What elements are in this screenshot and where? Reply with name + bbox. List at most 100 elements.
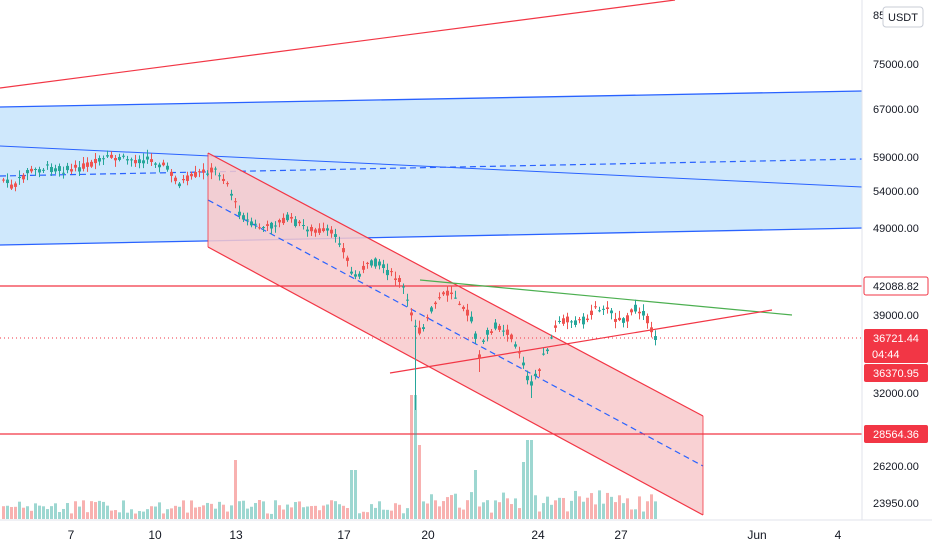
svg-text:42088.82: 42088.82 bbox=[873, 281, 919, 293]
candle-body bbox=[282, 217, 285, 224]
candle-body bbox=[590, 310, 593, 316]
volume-bar bbox=[654, 501, 657, 519]
candle-body bbox=[518, 352, 521, 354]
time-axis-area[interactable] bbox=[0, 520, 932, 550]
volume-bar bbox=[230, 505, 233, 519]
blue-trendline[interactable] bbox=[0, 145, 863, 188]
volume-bar bbox=[458, 507, 461, 519]
candle-body bbox=[62, 172, 65, 174]
volume-bar bbox=[334, 501, 337, 519]
volume-bar bbox=[314, 505, 317, 519]
candle-body bbox=[46, 164, 49, 166]
candle-body bbox=[542, 353, 545, 355]
volume-bar bbox=[426, 503, 429, 519]
price-tick-label: 54000.00 bbox=[873, 186, 919, 198]
volume-bar bbox=[154, 506, 157, 519]
volume-bar bbox=[322, 505, 325, 519]
volume-bar bbox=[62, 508, 65, 519]
candle-body bbox=[238, 211, 241, 216]
volume-bar bbox=[210, 503, 213, 519]
volume-bar bbox=[158, 502, 161, 519]
candle-body bbox=[630, 309, 633, 313]
volume-bar bbox=[318, 510, 321, 519]
volume-bar bbox=[638, 496, 641, 519]
candle-body bbox=[358, 273, 361, 277]
volume-bar bbox=[602, 503, 605, 519]
candle-body bbox=[258, 227, 261, 229]
volume-bar bbox=[470, 492, 473, 519]
candle-body bbox=[26, 170, 29, 174]
volume-bar bbox=[446, 497, 449, 519]
candle-body bbox=[414, 325, 417, 327]
candle-body bbox=[594, 306, 597, 308]
candle-body bbox=[38, 169, 41, 173]
volume-bar bbox=[194, 507, 197, 519]
candle-body bbox=[158, 164, 161, 168]
candle-body bbox=[146, 156, 149, 160]
red-channel-bottom[interactable] bbox=[207, 246, 704, 516]
candle-body bbox=[266, 224, 269, 226]
candle-body bbox=[262, 227, 265, 229]
blue-channel-top[interactable] bbox=[0, 90, 863, 108]
volume-bar bbox=[642, 511, 645, 519]
candle-body bbox=[462, 306, 465, 309]
volume-bar bbox=[114, 510, 117, 519]
volume-bar bbox=[146, 509, 149, 519]
volume-bar bbox=[254, 503, 257, 519]
currency-badge-box[interactable] bbox=[882, 6, 924, 28]
volume-bar bbox=[394, 503, 397, 519]
svg-text:36721.44: 36721.44 bbox=[873, 333, 919, 345]
green-trendline[interactable] bbox=[419, 279, 793, 316]
candle-body bbox=[330, 229, 333, 234]
volume-bar bbox=[34, 503, 37, 519]
volume-bar bbox=[414, 395, 417, 519]
top-red-trendline[interactable] bbox=[0, 0, 676, 89]
candle-body bbox=[450, 292, 453, 295]
volume-bar bbox=[278, 505, 281, 519]
volume-bar bbox=[218, 501, 221, 519]
volume-bar bbox=[402, 513, 405, 519]
volume-bar bbox=[450, 495, 453, 519]
candle-body bbox=[314, 229, 317, 233]
volume-bar bbox=[226, 511, 229, 519]
candle-body bbox=[626, 315, 629, 322]
price-tick-label: 49000.00 bbox=[873, 223, 919, 235]
volume-bar bbox=[38, 505, 41, 519]
volume-bar bbox=[274, 500, 277, 519]
candle-body bbox=[310, 227, 313, 232]
candle-body bbox=[650, 327, 653, 333]
blue-channel-bottom[interactable] bbox=[0, 227, 863, 246]
candle-body bbox=[546, 349, 549, 352]
volume-bar bbox=[526, 440, 529, 519]
volume-layer bbox=[2, 395, 657, 519]
volume-bar bbox=[174, 505, 177, 519]
volume-bar bbox=[290, 507, 293, 519]
volume-bar bbox=[70, 513, 73, 519]
candle-body bbox=[598, 310, 601, 312]
red-channel-top[interactable] bbox=[207, 152, 704, 417]
candle-body bbox=[34, 169, 37, 171]
volume-bar bbox=[418, 445, 421, 519]
volume-bar bbox=[550, 504, 553, 519]
candle-body bbox=[58, 166, 61, 171]
currency-badge[interactable]: USDT bbox=[888, 12, 918, 24]
red-ascending-trendline[interactable] bbox=[389, 309, 773, 374]
volume-bar bbox=[98, 500, 101, 519]
volume-bar bbox=[566, 511, 569, 519]
candle-body bbox=[478, 354, 481, 359]
volume-bar bbox=[510, 504, 513, 519]
candle-body bbox=[370, 260, 373, 266]
volume-bar bbox=[490, 512, 493, 519]
volume-bar bbox=[18, 501, 21, 519]
candle-body bbox=[470, 316, 473, 322]
svg-text:28564.36: 28564.36 bbox=[873, 429, 919, 441]
volume-bar bbox=[186, 512, 189, 519]
candle-body bbox=[114, 158, 117, 161]
resistance-badge: 42088.82 bbox=[863, 276, 929, 296]
candle-body bbox=[426, 317, 429, 319]
volume-bar bbox=[590, 493, 593, 519]
volume-bar bbox=[522, 462, 525, 519]
volume-bar bbox=[614, 502, 617, 519]
volume-bar bbox=[486, 500, 489, 519]
